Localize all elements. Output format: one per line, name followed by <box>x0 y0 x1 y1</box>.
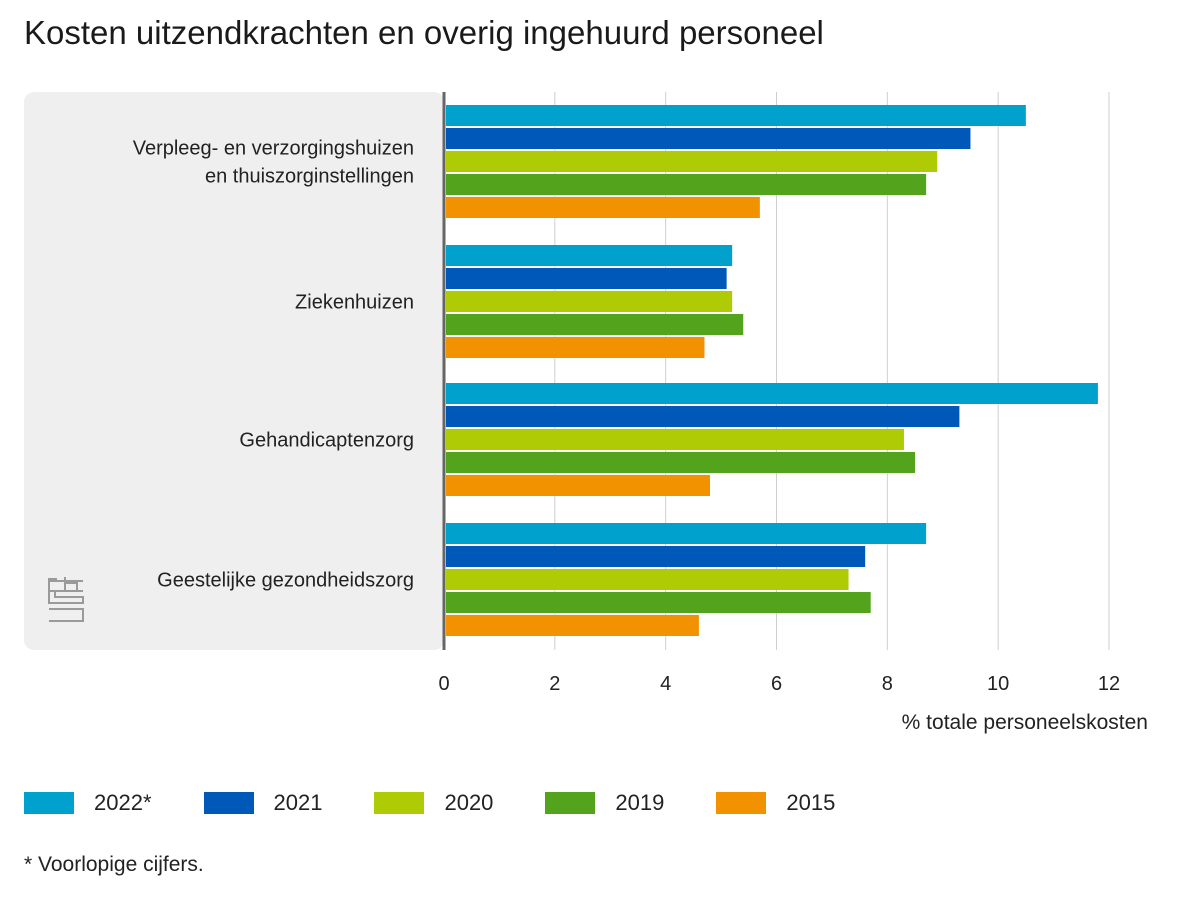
legend-item: 2022* <box>24 790 152 816</box>
bar <box>446 174 927 195</box>
x-tick-label: 2 <box>549 673 560 695</box>
legend: 2022* 2021 2020 2019 2015 <box>24 790 887 816</box>
bar <box>446 128 971 149</box>
bar <box>446 314 744 335</box>
category-label: Verpleeg- en verzorgingshuizen <box>133 138 414 160</box>
category-label: Gehandicaptenzorg <box>239 430 414 452</box>
legend-swatch <box>374 792 425 814</box>
bar <box>446 268 727 289</box>
legend-label: 2022* <box>94 790 152 815</box>
x-tick-label: 0 <box>438 673 449 695</box>
legend-label: 2019 <box>615 790 665 815</box>
legend-item: 2019 <box>545 790 664 816</box>
legend-item: 2015 <box>716 790 835 816</box>
bar <box>446 475 710 496</box>
bar <box>446 383 1098 404</box>
bar-chart: Verpleeg- en verzorgingshuizen en thuiszo… <box>24 92 1148 734</box>
legend-item: 2020 <box>374 790 493 816</box>
legend-label: 2020 <box>444 790 494 815</box>
legend-label: 2021 <box>273 790 323 815</box>
legend-swatch <box>24 792 74 814</box>
bar <box>446 337 705 358</box>
category-panel <box>24 92 444 650</box>
bar <box>446 592 871 613</box>
category-label: Geestelijke gezondheidszorg <box>157 570 414 592</box>
chart-title: Kosten uitzendkrachten en overig ingehuu… <box>24 14 824 51</box>
legend-swatch <box>716 792 767 814</box>
x-tick-label: 10 <box>987 673 1009 695</box>
bar <box>446 151 938 172</box>
bar <box>446 245 733 266</box>
cbs-logo <box>48 577 84 622</box>
x-tick-label: 4 <box>660 673 671 695</box>
x-tick-label: 12 <box>1098 673 1120 695</box>
bar <box>446 429 904 450</box>
bar <box>446 452 916 473</box>
legend-swatch <box>545 792 596 814</box>
bar <box>446 546 866 567</box>
category-label: en thuiszorginstellingen <box>205 166 414 188</box>
x-axis-title: % totale personeelskosten <box>902 711 1148 734</box>
bar <box>446 569 849 590</box>
bar <box>446 523 927 544</box>
category-label: Ziekenhuizen <box>295 292 414 314</box>
bar <box>446 291 733 312</box>
bar <box>446 197 760 218</box>
bar <box>446 406 960 427</box>
bar <box>446 105 1026 126</box>
legend-label: 2015 <box>786 790 836 815</box>
bar <box>446 615 699 636</box>
legend-swatch <box>203 792 254 814</box>
footnote: * Voorlopige cijfers. <box>24 853 204 876</box>
x-tick-label: 6 <box>771 673 782 695</box>
x-tick-label: 8 <box>882 673 893 695</box>
legend-item: 2021 <box>203 790 323 816</box>
